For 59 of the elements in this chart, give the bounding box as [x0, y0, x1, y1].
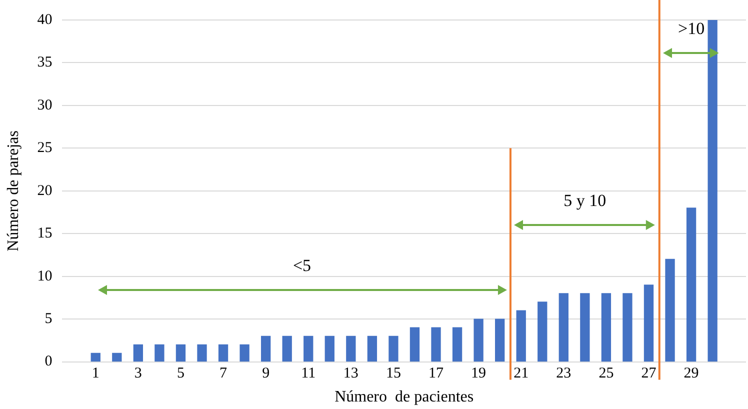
bar [538, 302, 548, 362]
y-tick-label: 10 [37, 268, 52, 284]
bar [601, 293, 612, 362]
x-tick-label: 27 [641, 366, 657, 382]
bar [388, 336, 398, 362]
x-tick-label: 1 [92, 366, 100, 382]
bar [474, 318, 484, 362]
x-tick-label: 21 [514, 366, 529, 382]
bar [282, 336, 292, 362]
bar [558, 293, 568, 362]
bar [197, 344, 207, 362]
bar [452, 327, 462, 362]
x-tick-label: 15 [386, 366, 401, 382]
x-tick-label: 13 [343, 366, 358, 382]
annotation: <5 [292, 256, 312, 276]
bar [644, 284, 654, 362]
y-tick-label: 30 [37, 97, 52, 114]
bar [431, 327, 441, 362]
x-axis-title: Número de pacientes [334, 388, 474, 406]
bar [176, 344, 186, 362]
x-tick-label: 23 [556, 366, 572, 382]
bar [708, 20, 718, 362]
annotation: 5 y 10 [564, 191, 606, 212]
bar [112, 352, 122, 362]
bar [622, 293, 632, 362]
y-tick-label: 25 [37, 140, 52, 156]
x-tick-label: 3 [134, 366, 142, 382]
y-tick-label: 0 [44, 354, 52, 370]
bar [346, 336, 356, 362]
bar [495, 318, 505, 362]
bar [260, 336, 271, 362]
x-tick-label: 5 [176, 366, 184, 382]
bar [516, 310, 526, 362]
x-tick-label: 17 [428, 366, 444, 382]
bar [154, 344, 164, 362]
bar [90, 352, 100, 362]
bar [686, 208, 696, 362]
x-tick-label: 25 [598, 366, 614, 382]
y-tick-label: 15 [37, 226, 52, 242]
y-tick-label: 40 [37, 12, 52, 28]
bar [218, 344, 228, 362]
bar [304, 336, 314, 362]
x-tick-label: 11 [301, 366, 316, 382]
annotation: >10 [678, 18, 705, 39]
bar [367, 336, 378, 362]
y-tick-label: 20 [37, 182, 52, 199]
bar [665, 258, 675, 362]
bar [133, 344, 144, 362]
x-tick-label: 9 [262, 366, 270, 382]
bar [324, 336, 334, 362]
bar [240, 344, 250, 362]
x-tick-label: 7 [220, 366, 228, 382]
bar [410, 327, 420, 362]
y-tick-label: 35 [37, 54, 52, 71]
y-tick-label: 5 [44, 311, 52, 328]
bar [580, 293, 590, 362]
x-tick-label: 19 [471, 366, 486, 382]
y-axis-title: Número de parejas [4, 130, 22, 252]
x-tick-label: 29 [684, 366, 699, 382]
